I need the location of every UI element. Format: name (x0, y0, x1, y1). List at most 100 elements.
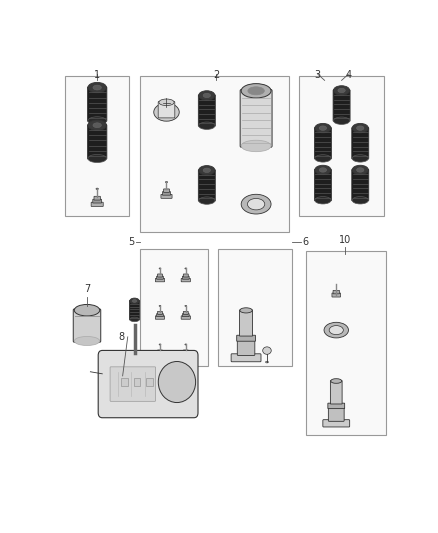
FancyBboxPatch shape (314, 128, 332, 159)
FancyBboxPatch shape (88, 87, 107, 121)
FancyBboxPatch shape (98, 350, 198, 418)
Ellipse shape (166, 181, 168, 183)
Ellipse shape (329, 326, 343, 335)
Ellipse shape (159, 99, 174, 106)
Ellipse shape (185, 344, 187, 345)
FancyBboxPatch shape (158, 311, 162, 314)
FancyBboxPatch shape (181, 316, 191, 319)
Ellipse shape (357, 126, 364, 130)
Ellipse shape (93, 123, 101, 127)
FancyBboxPatch shape (162, 192, 170, 195)
FancyBboxPatch shape (332, 293, 341, 297)
Ellipse shape (199, 166, 215, 175)
Ellipse shape (88, 83, 106, 93)
Ellipse shape (352, 165, 368, 175)
FancyBboxPatch shape (121, 378, 128, 386)
Ellipse shape (241, 140, 271, 152)
FancyBboxPatch shape (161, 195, 172, 198)
Ellipse shape (185, 268, 187, 269)
FancyBboxPatch shape (240, 310, 253, 336)
FancyBboxPatch shape (73, 309, 101, 342)
FancyBboxPatch shape (158, 350, 162, 353)
FancyBboxPatch shape (352, 128, 369, 159)
FancyBboxPatch shape (183, 311, 188, 314)
Bar (218, 248, 292, 366)
FancyBboxPatch shape (156, 276, 163, 279)
FancyBboxPatch shape (328, 403, 345, 409)
Bar (306, 251, 386, 435)
Ellipse shape (130, 317, 139, 322)
FancyBboxPatch shape (231, 354, 261, 362)
FancyBboxPatch shape (183, 274, 188, 277)
FancyBboxPatch shape (129, 301, 140, 320)
Bar (65, 76, 129, 216)
Ellipse shape (315, 165, 331, 175)
Ellipse shape (357, 168, 364, 172)
Ellipse shape (74, 304, 100, 316)
Ellipse shape (331, 378, 342, 383)
Ellipse shape (158, 361, 196, 402)
Ellipse shape (352, 197, 368, 204)
Ellipse shape (154, 103, 179, 121)
Ellipse shape (88, 120, 106, 131)
FancyBboxPatch shape (94, 196, 100, 200)
FancyBboxPatch shape (323, 419, 350, 427)
Ellipse shape (132, 300, 137, 302)
Ellipse shape (333, 117, 350, 124)
FancyBboxPatch shape (158, 101, 175, 118)
Ellipse shape (324, 322, 349, 338)
Ellipse shape (96, 188, 99, 190)
FancyBboxPatch shape (352, 169, 369, 200)
FancyBboxPatch shape (198, 170, 215, 201)
FancyBboxPatch shape (156, 313, 163, 317)
FancyBboxPatch shape (314, 169, 332, 200)
Ellipse shape (185, 305, 187, 306)
FancyBboxPatch shape (333, 290, 339, 294)
Ellipse shape (199, 122, 215, 130)
FancyBboxPatch shape (182, 276, 189, 279)
Ellipse shape (319, 168, 327, 172)
FancyBboxPatch shape (88, 125, 107, 159)
Text: 2: 2 (213, 70, 219, 80)
FancyBboxPatch shape (240, 90, 272, 147)
FancyBboxPatch shape (134, 378, 140, 386)
Ellipse shape (319, 126, 327, 130)
Ellipse shape (203, 93, 211, 98)
Ellipse shape (93, 85, 101, 90)
FancyBboxPatch shape (181, 278, 191, 282)
FancyBboxPatch shape (155, 316, 165, 319)
Ellipse shape (240, 308, 252, 313)
Text: 7: 7 (84, 284, 90, 294)
Ellipse shape (263, 347, 271, 354)
Ellipse shape (265, 361, 268, 363)
Ellipse shape (315, 155, 331, 162)
Ellipse shape (159, 268, 161, 269)
Text: 4: 4 (345, 70, 351, 80)
Bar (299, 76, 384, 216)
Ellipse shape (88, 155, 106, 163)
Text: 10: 10 (339, 235, 351, 245)
FancyBboxPatch shape (146, 378, 153, 386)
Ellipse shape (159, 305, 161, 306)
Ellipse shape (338, 88, 345, 93)
Ellipse shape (88, 117, 106, 125)
Ellipse shape (159, 344, 161, 345)
FancyBboxPatch shape (237, 335, 255, 341)
Ellipse shape (74, 336, 100, 345)
Ellipse shape (130, 298, 139, 304)
Text: 6: 6 (303, 238, 309, 247)
FancyBboxPatch shape (93, 199, 102, 203)
Ellipse shape (315, 124, 331, 133)
FancyBboxPatch shape (156, 352, 163, 356)
FancyBboxPatch shape (110, 367, 155, 401)
FancyBboxPatch shape (328, 407, 344, 421)
Bar (140, 248, 208, 366)
FancyBboxPatch shape (91, 202, 103, 206)
FancyBboxPatch shape (330, 381, 342, 404)
FancyBboxPatch shape (198, 95, 215, 126)
FancyBboxPatch shape (158, 274, 162, 277)
FancyBboxPatch shape (237, 340, 255, 356)
Bar (140, 76, 289, 232)
Ellipse shape (199, 91, 215, 100)
Ellipse shape (315, 197, 331, 204)
